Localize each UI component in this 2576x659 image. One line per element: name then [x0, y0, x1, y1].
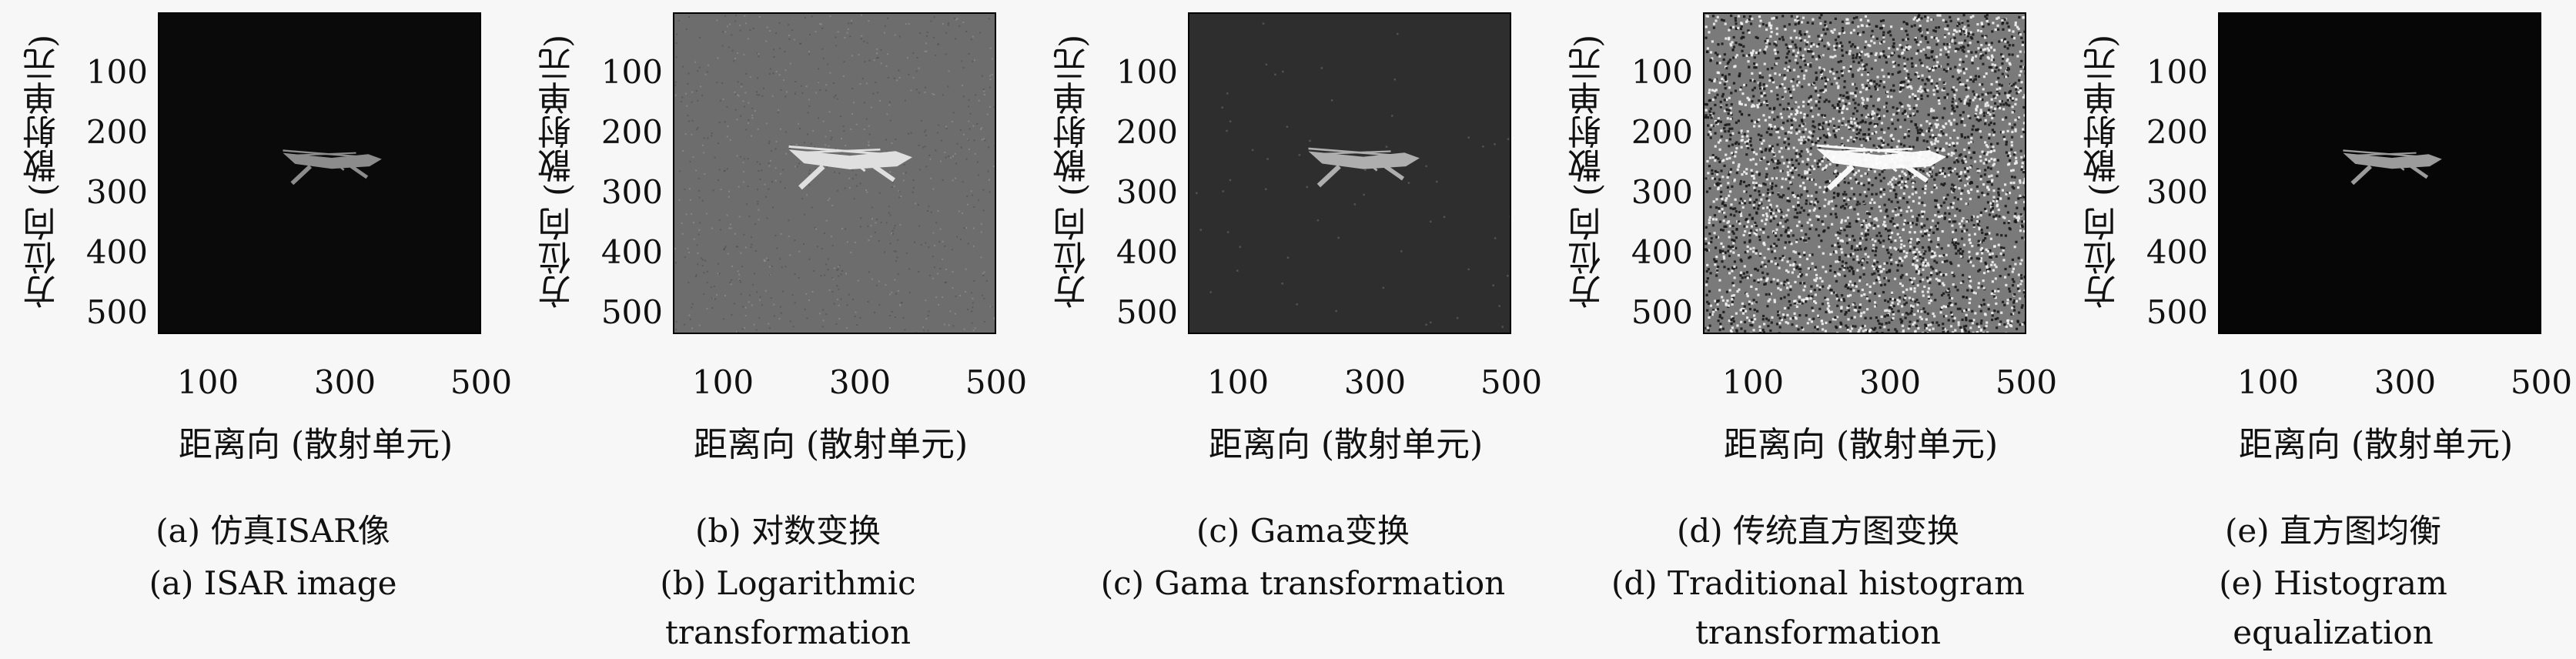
- y-tick-label: 400: [2146, 233, 2208, 271]
- caption-english: (d) Traditional histogram: [1611, 564, 2025, 602]
- caption-english-line2: transformation: [664, 614, 912, 651]
- x-tick-label: 500: [1995, 363, 2058, 401]
- caption-chinese: (e) 直方图均衡: [2225, 512, 2441, 550]
- y-axis-label: 方位向 (散射单元): [1053, 34, 1092, 309]
- subfigure-e: 方位向 (散射单元) 100 200 300 400 500 100 300 500 距离向 (散…: [2060, 0, 2575, 659]
- y-tick-label: 100: [1116, 53, 1178, 91]
- subfigure-d: 方位向 (散射单元) 100 200 300 400 500 100 300 500 距离向 (散…: [1545, 0, 2060, 659]
- y-tick-label: 500: [85, 293, 148, 331]
- y-axis-label: 方位向 (散射单元): [23, 34, 62, 309]
- x-tick-label: 100: [2236, 363, 2300, 401]
- caption-english-line2: equalization: [2233, 614, 2434, 651]
- x-tick-label: 300: [828, 363, 892, 401]
- y-tick-label: 300: [1116, 173, 1178, 211]
- y-tick-label: 200: [2146, 113, 2208, 151]
- y-tick-label: 100: [601, 53, 663, 91]
- y-tick-label: 400: [1631, 233, 1693, 271]
- y-tick-label: 500: [601, 293, 663, 331]
- y-tick-label: 300: [1631, 173, 1693, 211]
- y-tick-label: 100: [1631, 53, 1693, 91]
- caption-chinese: (c) Gama变换: [1196, 512, 1410, 550]
- x-axis-label: 距离向 (散射单元): [178, 425, 453, 464]
- y-tick-label: 300: [2146, 173, 2208, 211]
- y-tick-label: 100: [85, 53, 148, 91]
- x-axis-label: 距离向 (散射单元): [1723, 425, 1999, 464]
- x-axis-label: 距离向 (散射单元): [1208, 425, 1484, 464]
- y-tick-label: 400: [601, 233, 663, 271]
- isar-image: [1188, 12, 1511, 334]
- y-tick-label: 500: [2146, 293, 2208, 331]
- x-tick-label: 300: [313, 363, 376, 401]
- caption-english: (b) Logarithmic: [660, 564, 916, 602]
- isar-image: [158, 12, 481, 334]
- subfigure-a: 方位向 (散射单元) 100 200 300 400 500 100 300 500 距离向 (散…: [0, 0, 515, 659]
- subfigure-c: 方位向 (散射单元) 100 200 300 400 500 100 300 500 距离向 (散…: [1030, 0, 1545, 659]
- y-tick-label: 200: [601, 113, 663, 151]
- caption-english: (a) ISAR image: [149, 564, 397, 602]
- x-tick-label: 500: [1480, 363, 1543, 401]
- x-tick-label: 300: [2374, 363, 2437, 401]
- y-axis-label: 方位向 (散射单元): [1568, 34, 1607, 309]
- subfigure-b: 方位向 (散射单元) 100 200 300 400 500 100 300 500 距离向 (散…: [515, 0, 1030, 659]
- y-tick-label: 400: [85, 233, 148, 271]
- y-tick-label: 500: [1631, 293, 1693, 331]
- isar-image: [673, 12, 996, 334]
- y-tick-label: 200: [1631, 113, 1693, 151]
- caption-english-line2: transformation: [1694, 614, 1942, 651]
- x-tick-label: 300: [1858, 363, 1922, 401]
- y-axis-label: 方位向 (散射单元): [538, 34, 577, 309]
- caption-english: (e) Histogram: [2219, 564, 2447, 602]
- x-axis-label: 距离向 (散射单元): [693, 425, 969, 464]
- isar-image: [2218, 12, 2541, 334]
- isar-image: [1703, 12, 2026, 334]
- y-tick-label: 200: [1116, 113, 1178, 151]
- x-tick-label: 100: [176, 363, 239, 401]
- x-tick-label: 300: [1343, 363, 1407, 401]
- x-tick-label: 500: [965, 363, 1028, 401]
- x-tick-label: 100: [1721, 363, 1785, 401]
- caption-chinese: (a) 仿真ISAR像: [156, 512, 390, 550]
- y-tick-label: 100: [2146, 53, 2208, 91]
- caption-english: (c) Gama transformation: [1100, 564, 1506, 602]
- y-tick-label: 300: [601, 173, 663, 211]
- x-axis-label: 距离向 (散射单元): [2238, 425, 2514, 464]
- x-tick-label: 500: [2510, 363, 2573, 401]
- y-tick-label: 400: [1116, 233, 1178, 271]
- y-tick-label: 500: [1116, 293, 1178, 331]
- caption-chinese: (d) 传统直方图变换: [1676, 512, 1959, 550]
- x-tick-label: 100: [1206, 363, 1270, 401]
- y-axis-label: 方位向 (散射单元): [2083, 34, 2123, 309]
- x-tick-label: 100: [691, 363, 754, 401]
- x-tick-label: 500: [450, 363, 513, 401]
- y-tick-label: 300: [85, 173, 148, 211]
- y-tick-label: 200: [85, 113, 148, 151]
- caption-chinese: (b) 对数变换: [694, 512, 881, 550]
